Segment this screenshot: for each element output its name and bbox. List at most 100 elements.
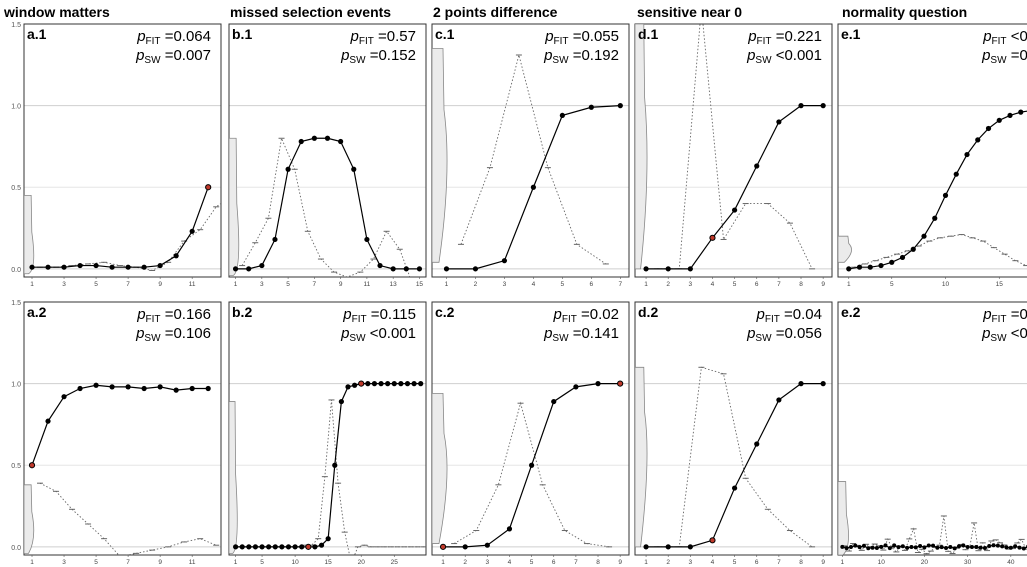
x-tick-label: 10 [942, 281, 950, 288]
data-point [325, 536, 331, 542]
data-point [905, 545, 910, 550]
data-point [921, 233, 927, 239]
data-point [462, 544, 468, 550]
panel-contents [838, 481, 1027, 555]
x-tick-label: 4 [711, 281, 715, 288]
x-tick-label: 5 [286, 281, 290, 288]
data-point [125, 264, 131, 270]
panel-contents [229, 380, 426, 555]
data-point [530, 184, 536, 190]
x-tick-label: 8 [596, 559, 600, 566]
data-point [932, 215, 938, 221]
data-point [365, 381, 371, 387]
data-point [687, 544, 693, 550]
x-tick-label: 1 [30, 559, 34, 566]
data-point [285, 544, 292, 550]
data-point [311, 135, 317, 141]
x-tick-label: 40 [1007, 559, 1015, 566]
column-title-e: normality question [842, 4, 968, 20]
series-line [32, 187, 209, 268]
panel-label: e.1 [841, 26, 861, 42]
x-tick-label: 5 [733, 559, 737, 566]
data-point [1017, 545, 1022, 550]
data-point [643, 544, 649, 550]
p-fit-value: pFIT =0.115 [342, 306, 416, 325]
x-tick-label: 2 [463, 559, 467, 566]
distribution-violin [838, 481, 849, 555]
highlight-point [617, 380, 624, 387]
x-tick-label: 1 [234, 559, 238, 566]
data-point [109, 264, 115, 270]
data-point [909, 545, 914, 550]
x-tick-label: 7 [618, 281, 622, 288]
x-tick-label: 1 [841, 559, 845, 566]
y-tick-label: 1.0 [11, 104, 21, 111]
data-point [61, 394, 67, 400]
data-point [617, 103, 623, 109]
x-tick-label: 15 [325, 559, 333, 566]
panel-label: b.1 [232, 26, 252, 42]
data-point [416, 266, 423, 272]
data-point [189, 385, 195, 392]
panel-label: a.1 [27, 26, 47, 42]
x-tick-label: 11 [189, 281, 196, 288]
x-tick-label: 3 [62, 559, 66, 566]
x-tick-label: 3 [260, 281, 264, 288]
data-point [232, 266, 239, 272]
data-point [157, 384, 163, 390]
data-point [878, 262, 884, 269]
data-point [975, 137, 981, 143]
difference-curve [241, 136, 411, 277]
data-point [861, 543, 866, 548]
x-tick-label: 8 [799, 559, 803, 566]
data-point [272, 236, 278, 243]
x-tick-label: 7 [126, 559, 130, 566]
data-point [398, 381, 404, 387]
y-tick-label: 0.5 [11, 185, 21, 192]
highlight-point [205, 184, 212, 191]
difference-curve [40, 202, 221, 271]
x-tick-label: 9 [821, 281, 825, 288]
x-tick-label: 9 [618, 559, 622, 566]
x-tick-label: 13 [390, 281, 398, 288]
p-sw-value: pSW <0.001 [340, 325, 416, 344]
data-point [266, 544, 272, 550]
data-point [189, 228, 195, 234]
data-point [506, 526, 513, 532]
data-point [93, 262, 99, 269]
p-sw-value: pSW <0.001 [746, 47, 822, 66]
x-tick-label: 7 [777, 559, 781, 566]
p-fit-value: pFIT =0.166 [136, 306, 211, 325]
x-tick-label: 11 [364, 281, 371, 288]
highlight-point [358, 380, 365, 387]
data-point [964, 151, 970, 158]
data-point [93, 382, 99, 388]
data-point [982, 546, 987, 551]
data-point [141, 264, 147, 270]
data-point [1007, 112, 1013, 119]
data-point [867, 264, 873, 270]
data-point [259, 262, 265, 269]
panel-label: a.2 [27, 304, 47, 320]
y-tick-label: 1.0 [11, 382, 21, 389]
x-tick-label: 10 [291, 559, 299, 566]
difference-curve [657, 24, 813, 270]
panel-label: b.2 [232, 304, 252, 320]
data-point [351, 166, 357, 172]
data-point [529, 462, 535, 468]
data-point [776, 397, 782, 403]
x-tick-label: 1 [847, 281, 851, 288]
data-point [292, 544, 298, 550]
highlight-point [305, 543, 312, 550]
panel-contents [24, 382, 220, 555]
panel-label: c.2 [435, 304, 455, 320]
panel-contents [432, 380, 624, 550]
data-point [840, 544, 845, 549]
data-point [974, 545, 979, 550]
data-point [551, 398, 557, 405]
data-point [856, 264, 863, 270]
x-tick-label: 4 [532, 281, 536, 288]
